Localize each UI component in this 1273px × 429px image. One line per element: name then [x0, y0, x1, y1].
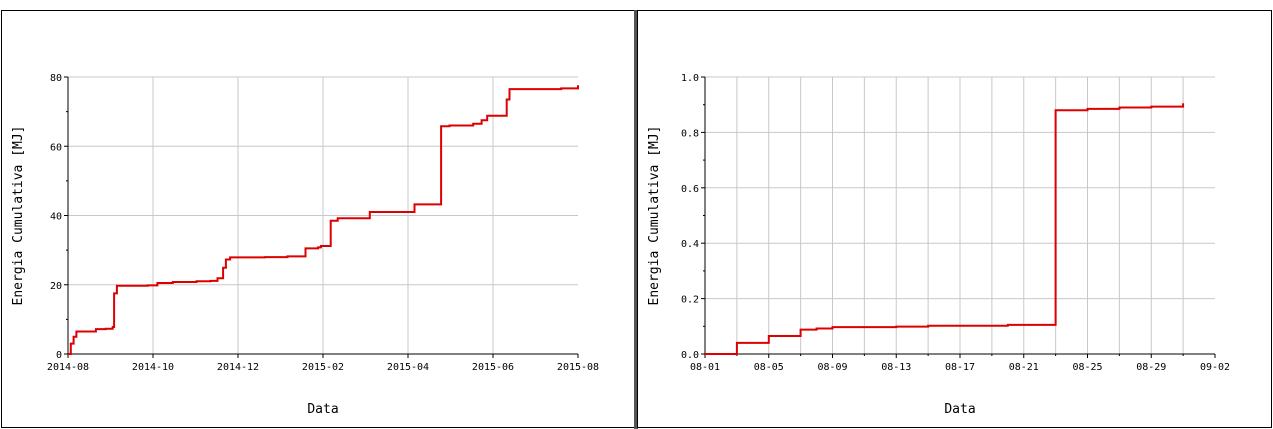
y-tick-label: 0.2: [681, 295, 699, 306]
chart-panel-right: 08-01 08-05 08-09 08-13 08-17 08-21 08-25 08-29…: [637, 10, 1272, 428]
series-line-0: [68, 85, 579, 355]
x-tick-label: 08-29: [1136, 362, 1166, 373]
y-tick-label: 0.4: [681, 239, 699, 250]
x-tick-label: 08-17: [945, 362, 975, 373]
x-tick-label: 08-13: [881, 362, 911, 373]
y-axis-label: Energia Cumulativa [MJ]: [647, 125, 662, 305]
x-tick-label: 2014-10: [132, 362, 174, 373]
y-tick-label: 60: [50, 142, 62, 153]
energy-chart-monthly: 08-01 08-05 08-09 08-13 08-17 08-21 08-25 08-29…: [647, 73, 1230, 417]
x-tick-label: 2014-08: [47, 362, 89, 373]
y-tick-label: 0.8: [681, 128, 699, 139]
x-tick-label: 08-05: [754, 362, 784, 373]
panel-divider[interactable]: [634, 10, 638, 429]
x-axis-label: Data: [307, 402, 338, 417]
chart-panel-left: 2014-08 2014-10 2014-12 2015-02 2015-04 2015-…: [1, 10, 635, 428]
x-tick-label: 2015-06: [472, 362, 514, 373]
x-tick-label: 09-02: [1200, 362, 1230, 373]
y-tick-label: 0.0: [681, 350, 699, 361]
x-tick-label: 08-21: [1009, 362, 1039, 373]
x-tick-label: 08-09: [817, 362, 847, 373]
x-tick-label: 08-25: [1072, 362, 1102, 373]
y-tick-label: 0: [56, 350, 62, 361]
x-tick-label: 08-01: [690, 362, 720, 373]
x-tick-label: 2015-08: [557, 362, 599, 373]
x-tick-label: 2015-02: [302, 362, 344, 373]
y-tick-label: 1.0: [681, 73, 699, 84]
x-tick-label: 2015-04: [387, 362, 429, 373]
energy-chart-yearly: 2014-08 2014-10 2014-12 2015-02 2015-04 2015-…: [11, 73, 599, 417]
y-axis-label: Energia Cumulativa [MJ]: [11, 125, 26, 305]
x-tick-label: 2014-12: [217, 362, 259, 373]
y-tick-label: 20: [50, 281, 62, 292]
y-tick-label: 80: [50, 73, 62, 84]
y-tick-label: 0.6: [681, 184, 699, 195]
x-axis-label: Data: [944, 402, 975, 417]
series-line-0: [705, 103, 1185, 355]
y-tick-label: 40: [50, 212, 62, 223]
